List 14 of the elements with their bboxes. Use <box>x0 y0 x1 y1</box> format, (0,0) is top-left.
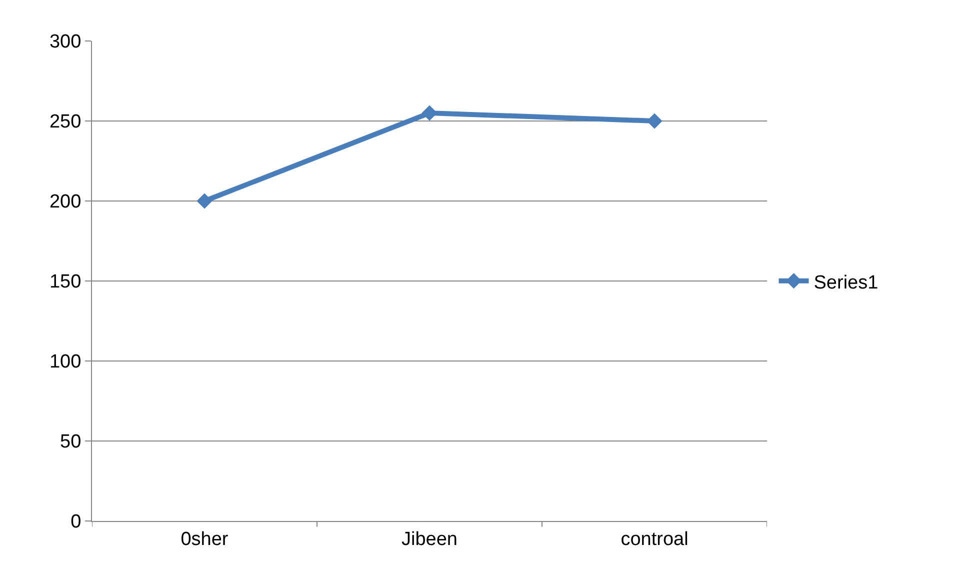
x-tick-label: 0sher <box>180 528 229 550</box>
y-tick-label: 150 <box>49 272 82 293</box>
y-tick-label: 250 <box>49 112 82 133</box>
legend-label: Series1 <box>814 272 878 294</box>
y-tick-label: 0 <box>70 512 82 533</box>
point <box>422 105 438 121</box>
point <box>196 193 212 209</box>
y-tick-label: 100 <box>49 352 82 373</box>
point <box>646 113 662 129</box>
y-tick-label: 50 <box>60 432 82 453</box>
x-tick-label: Jibeen <box>402 528 458 550</box>
y-tick-label: 200 <box>49 192 82 213</box>
y-tick-label: 300 <box>49 32 82 53</box>
x-tick-label: controal <box>620 528 688 550</box>
